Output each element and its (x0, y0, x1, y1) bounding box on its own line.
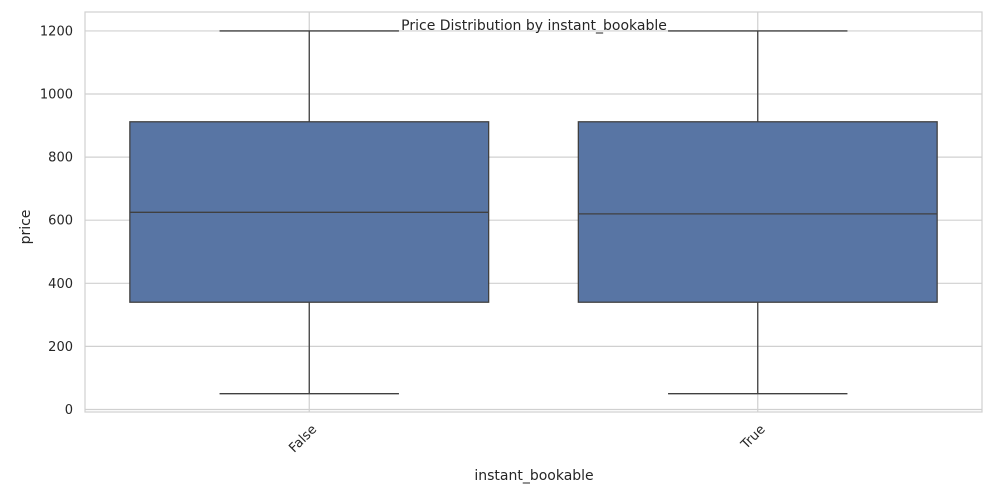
y-tick-label: 1200 (40, 24, 73, 39)
plot-frame (84, 11, 983, 413)
box-iqr (577, 121, 938, 303)
y-tick-label: 800 (48, 151, 73, 166)
y-tick-label: 200 (48, 340, 73, 355)
box-group-true (577, 30, 938, 395)
y-tick-label: 600 (48, 214, 73, 229)
x-tick-labels: False True (286, 422, 768, 456)
x-tick-label-false: False (286, 422, 320, 456)
x-tick-label-true: True (738, 422, 769, 453)
y-tick-label: 0 (65, 403, 73, 418)
box-plot-layer (129, 30, 938, 395)
y-tick-label: 1000 (40, 88, 73, 103)
chart-title: Price Distribution by instant_bookable (401, 18, 667, 34)
y-tick-label: 400 (48, 277, 73, 292)
y-tick-labels: 0 200 400 600 800 1000 1200 (40, 24, 73, 418)
x-axis-label: instant_bookable (474, 468, 593, 484)
box-group-false (129, 30, 490, 395)
y-axis-label: price (18, 210, 34, 245)
